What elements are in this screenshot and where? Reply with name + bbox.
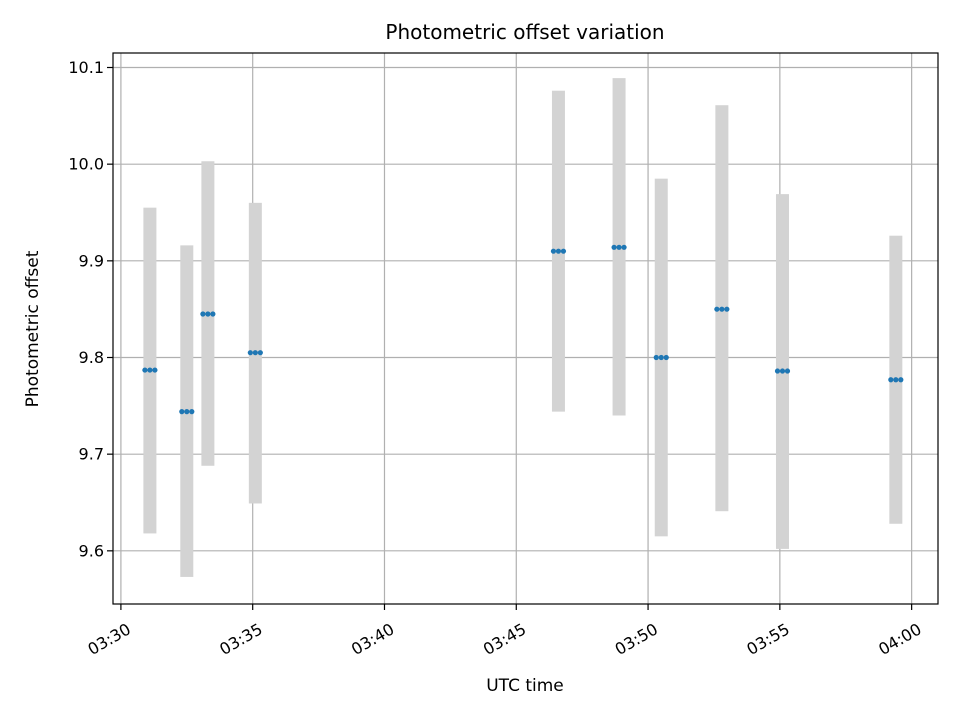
data-point [210, 311, 216, 317]
data-point [779, 368, 786, 374]
y-tick-label: 10.0 [68, 155, 104, 174]
data-point [724, 306, 730, 312]
data-point [189, 409, 195, 415]
data-point [893, 377, 899, 383]
y-tick-label: 9.9 [79, 251, 104, 270]
x-axis-label: UTC time [486, 676, 564, 696]
data-point [658, 354, 664, 361]
y-tick-label: 9.8 [79, 348, 104, 367]
data-point [252, 350, 258, 356]
data-point [257, 350, 263, 356]
y-axis: 9.6 9.7 9.8 9.9 10.0 10.1 [68, 58, 113, 560]
plot-frame [112, 52, 939, 605]
data-point [621, 244, 627, 250]
y-tick-label: 10.1 [68, 58, 104, 77]
data-point [184, 409, 190, 415]
data-point [152, 367, 158, 373]
y-axis-label: Photometric offset [23, 250, 43, 407]
data-point [888, 377, 894, 383]
data-point [616, 244, 622, 250]
data-point [719, 306, 725, 312]
data-point [142, 367, 148, 373]
data-point [179, 409, 185, 415]
data-point [714, 306, 720, 312]
data-point [555, 248, 562, 254]
data-point [205, 311, 211, 317]
data-point [560, 248, 567, 254]
data-points [142, 244, 904, 415]
y-tick-label: 9.6 [79, 541, 104, 560]
data-point [774, 368, 781, 374]
data-point [247, 350, 253, 356]
data-point [784, 368, 791, 374]
data-point [550, 248, 557, 254]
data-point [611, 244, 617, 250]
data-point [898, 377, 904, 383]
data-point [663, 354, 669, 361]
y-tick-label: 9.7 [79, 445, 104, 464]
chart-title: Photometric offset variation [385, 20, 664, 44]
data-point [147, 367, 153, 373]
data-point [200, 311, 206, 317]
data-point [653, 354, 659, 361]
